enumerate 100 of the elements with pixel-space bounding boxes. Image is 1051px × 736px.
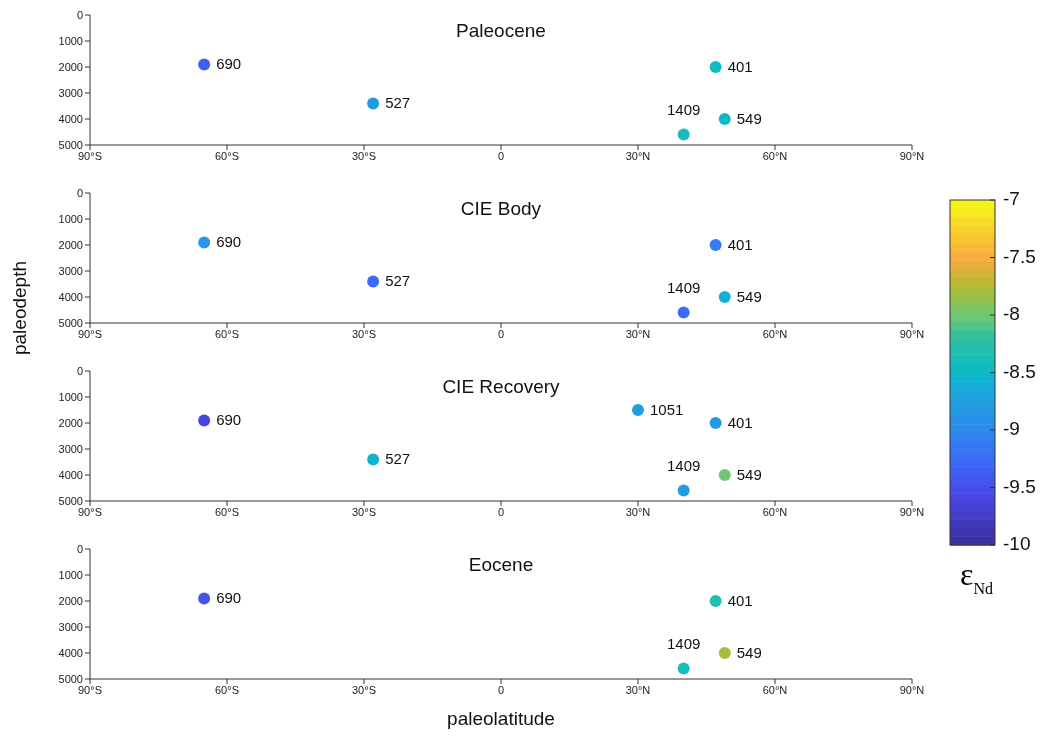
x-tick-label: 60°N (762, 149, 788, 162)
annotation: 1409 (666, 100, 701, 118)
annotation: 527 (385, 94, 411, 112)
color-bar-label: -8 (1003, 303, 1020, 325)
point (709, 417, 722, 429)
point (718, 469, 731, 481)
annotation: 549 (736, 465, 762, 483)
x-tick-label: 30°S (352, 327, 376, 340)
y-tick-label: 3000 (58, 442, 83, 455)
x-tick-label: 90°N (899, 149, 925, 162)
y-tick-label: 0 (76, 364, 83, 377)
color-bar-label: -10 (1003, 533, 1031, 555)
x-tick-label: 90°N (899, 327, 925, 340)
annotation: 401 (727, 235, 753, 253)
x-tick-label: 0 (497, 149, 505, 162)
y-tick-label: 2000 (58, 416, 83, 429)
chart-title: CIE Body (459, 198, 543, 220)
y-tick-label: 5000 (58, 316, 83, 329)
y-tick-label: 1000 (58, 34, 83, 47)
y-tick-label: 2000 (58, 60, 83, 73)
annotation: 690 (216, 55, 242, 73)
point (718, 113, 731, 125)
y-tick-label: 3000 (58, 86, 83, 99)
annotation: 1051 (650, 400, 684, 418)
x-tick-label: 60°N (762, 683, 788, 696)
y-tick-label: 0 (76, 8, 83, 21)
y-tick-label: 4000 (58, 290, 83, 303)
annotation: 549 (736, 109, 762, 127)
annotation: 1409 (666, 634, 701, 652)
x-tick-label: 30°S (352, 505, 376, 518)
x-tick-label: 60°S (215, 505, 239, 518)
annotation: 549 (736, 287, 762, 305)
annotation: 401 (727, 57, 753, 75)
y-tick-label: 5000 (58, 494, 83, 507)
x-tick-label: 90°N (899, 683, 925, 696)
x-tick-label: 60°S (215, 327, 239, 340)
x-tick-label: 30°N (625, 683, 651, 696)
annotation: 690 (216, 411, 242, 429)
x-tick-label: 0 (497, 505, 505, 518)
x-tick-label: 60°S (215, 149, 239, 162)
annotation: 690 (216, 233, 242, 251)
y-tick-label: 3000 (58, 264, 83, 277)
point (367, 97, 380, 110)
y-tick-label: 0 (76, 186, 83, 199)
chart-title: CIE Recovery (441, 376, 561, 398)
y-tick-label: 2000 (58, 594, 83, 607)
x-tick-label: 90°N (899, 505, 925, 518)
y-tick-label: 2000 (58, 238, 83, 251)
x-tick-label: 0 (497, 683, 505, 696)
y-tick-label: 3000 (58, 620, 83, 633)
point (367, 275, 380, 288)
y-tick-label: 1000 (58, 390, 83, 403)
annotation: 527 (385, 450, 411, 468)
x-tick-label: 60°S (215, 683, 239, 696)
point (198, 592, 211, 605)
color-bar-label: -9.5 (1003, 475, 1036, 497)
y-tick-label: 4000 (58, 112, 83, 125)
y-tick-label: 1000 (58, 568, 83, 581)
chart-title: Paleocene (455, 20, 547, 42)
color-bar-label: -7.5 (1003, 245, 1036, 267)
point (718, 291, 731, 303)
point (677, 306, 690, 319)
x-tick-label: 90°S (78, 149, 102, 162)
y-tick-label: 1000 (58, 212, 83, 225)
annotation: 549 (736, 643, 762, 661)
annotation: 401 (727, 413, 753, 431)
point (198, 236, 211, 249)
color-bar-label: -8.5 (1003, 360, 1036, 382)
color-bar-label: -7 (1003, 188, 1020, 210)
y-tick-label: 5000 (58, 138, 83, 151)
chart-title: Eocene (467, 554, 535, 576)
x-tick-label: 30°N (625, 327, 651, 340)
point (709, 239, 722, 251)
point (718, 647, 731, 659)
point (367, 453, 380, 466)
x-tick-label: 30°N (625, 149, 651, 162)
annotation: 1409 (666, 456, 701, 474)
point (677, 484, 690, 497)
x-tick-label: 90°S (78, 327, 102, 340)
x-tick-label: 90°S (78, 683, 102, 696)
point (198, 58, 211, 71)
color-bar-title: ε$_{Nd}$ (960, 556, 993, 597)
y-tick-label: 5000 (58, 672, 83, 685)
x-tick-label: 0 (497, 327, 505, 340)
x-tick-label: 30°S (352, 149, 376, 162)
annotation: 401 (727, 591, 753, 609)
point (677, 128, 690, 141)
x-tick-label: 90°S (78, 505, 102, 518)
x-tick-label: 60°N (762, 505, 788, 518)
point (677, 662, 690, 675)
y-tick-label: 0 (76, 542, 83, 555)
point (198, 414, 211, 427)
annotation: 527 (385, 272, 411, 290)
annotation: 690 (216, 589, 242, 607)
y-axis-title: paleodepth (9, 260, 30, 356)
color-bar-label: -9 (1003, 418, 1020, 440)
annotation: 1409 (666, 278, 701, 296)
point (709, 595, 722, 607)
point (632, 404, 644, 416)
y-tick-label: 4000 (58, 468, 83, 481)
